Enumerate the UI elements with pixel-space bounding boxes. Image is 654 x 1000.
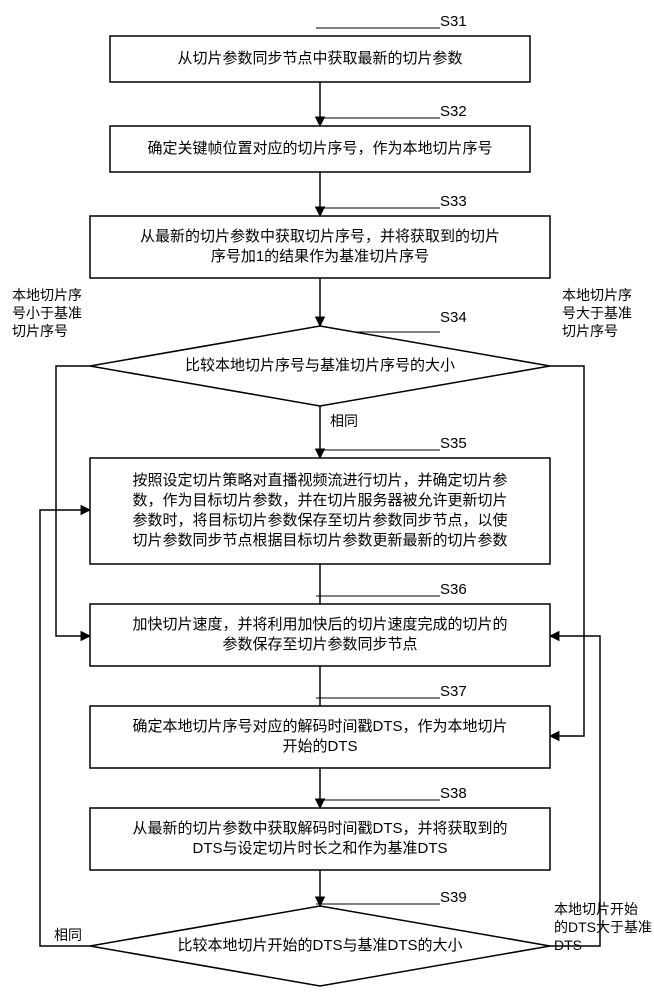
label-s31: S31: [440, 13, 467, 30]
node-s37-line-1: 开始的DTS: [282, 738, 357, 755]
node-s38-line-1: DTS与设定切片时长之和作为基准DTS: [192, 840, 447, 857]
label-s39: S39: [440, 889, 467, 906]
annotation-same-s39: 相同: [54, 927, 82, 943]
node-s39-line-0: 比较本地切片开始的DTS与基准DTS的大小: [177, 936, 462, 954]
annotation: 切片序号: [12, 323, 68, 339]
label-s35: S35: [440, 435, 467, 452]
annotation: 号大于基准: [562, 305, 632, 321]
node-s31: 从切片参数同步节点中获取最新的切片参数 S31: [110, 13, 530, 82]
node-s35-line-3: 切片参数同步节点根据目标切片参数更新最新的切片参数: [132, 532, 507, 549]
label-s34: S34: [440, 309, 467, 326]
annotation: 本地切片开始: [554, 901, 638, 917]
label-s36: S36: [440, 581, 467, 598]
annotation-same-s34: 相同: [330, 413, 358, 429]
node-s31-line-0: 从切片参数同步节点中获取最新的切片参数: [177, 50, 462, 67]
annotation: 号小于基准: [12, 305, 82, 321]
node-s38-line-0: 从最新的切片参数中获取解码时间戳DTS，并将获取到的: [132, 820, 507, 837]
annotation: 本地切片序: [562, 287, 632, 303]
annotation: 切片序号: [562, 323, 618, 339]
node-s37-line-0: 确定本地切片序号对应的解码时间戳DTS，作为本地切片: [132, 717, 507, 735]
node-s35-line-2: 参数时，将目标切片参数保存至切片参数同步节点，以使: [132, 512, 507, 529]
node-s32-line-0: 确定关键帧位置对应的切片序号，作为本地切片序号: [147, 139, 492, 157]
label-s38: S38: [440, 785, 467, 802]
node-s35-line-0: 按照设定切片策略对直播视频流进行切片，并确定切片参: [132, 472, 507, 489]
node-s36-line-1: 参数保存至切片参数同步节点: [222, 636, 417, 653]
label-s32: S32: [440, 103, 467, 120]
node-s33-line-1: 序号加1的结果作为基准切片序号: [211, 248, 429, 265]
annotation: DTS: [554, 937, 582, 953]
label-s33: S33: [440, 193, 467, 210]
node-s34-line-0: 比较本地切片序号与基准切片序号的大小: [185, 356, 455, 374]
label-s37: S37: [440, 683, 467, 700]
node-s36-line-0: 加快切片速度，并将利用加快后的切片速度完成的切片的: [132, 616, 507, 633]
node-s35-line-1: 数，作为目标切片参数，并在切片服务器被允许更新切片: [132, 492, 507, 509]
annotation: 本地切片序: [12, 287, 82, 303]
node-s33-line-0: 从最新的切片参数中获取切片序号，并将获取到的切片: [140, 228, 500, 245]
annotation: 的DTS大于基准: [554, 919, 652, 935]
